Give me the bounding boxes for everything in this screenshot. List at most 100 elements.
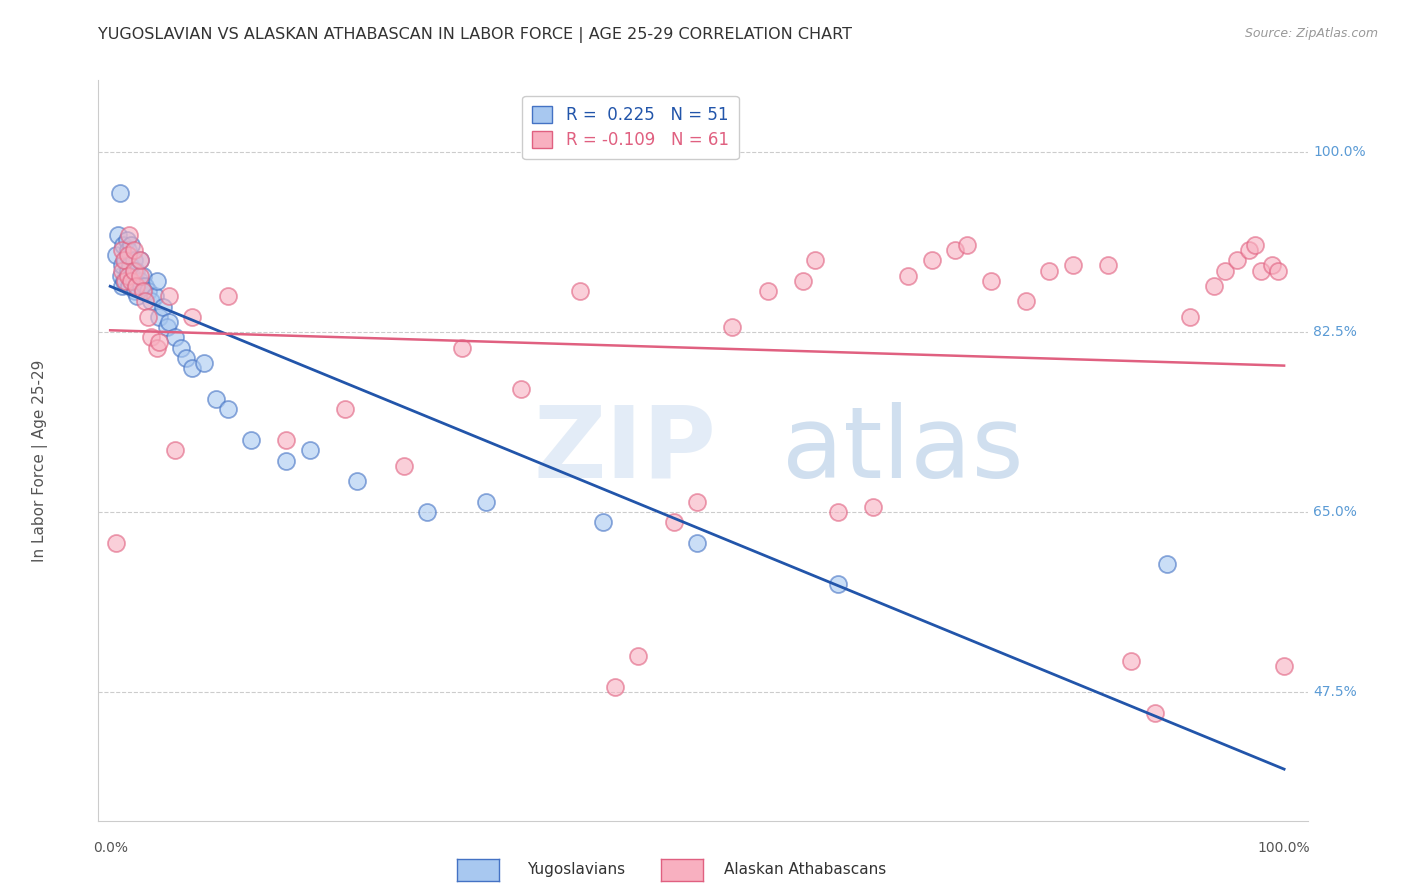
Point <box>945 243 967 257</box>
Point <box>603 680 626 694</box>
Point <box>1062 259 1084 273</box>
Point <box>114 253 136 268</box>
Point <box>204 392 226 406</box>
Point <box>117 243 139 257</box>
Point <box>110 268 132 283</box>
Point <box>1250 263 1272 277</box>
Point <box>1202 279 1225 293</box>
Point <box>157 289 180 303</box>
Text: atlas: atlas <box>782 402 1024 499</box>
Point <box>107 227 129 242</box>
Point <box>124 284 146 298</box>
Point <box>128 268 150 283</box>
Point <box>157 315 180 329</box>
Point <box>143 289 166 303</box>
Point <box>121 268 143 283</box>
Point <box>115 233 138 247</box>
Point <box>1237 243 1260 257</box>
Point <box>956 237 979 252</box>
Point <box>163 443 186 458</box>
Text: Yugoslavians: Yugoslavians <box>527 863 626 877</box>
Point <box>169 341 191 355</box>
Point <box>193 356 215 370</box>
Point <box>125 263 148 277</box>
Point <box>510 382 533 396</box>
Point <box>111 279 134 293</box>
Point <box>134 294 156 309</box>
Text: Source: ZipAtlas.com: Source: ZipAtlas.com <box>1244 27 1378 40</box>
Point <box>756 284 779 298</box>
Text: 65.0%: 65.0% <box>1313 505 1357 519</box>
Point <box>117 268 139 283</box>
Point <box>117 248 139 262</box>
Point <box>148 335 170 350</box>
Point <box>276 454 298 468</box>
Point <box>333 402 356 417</box>
Point <box>1226 253 1249 268</box>
Point <box>416 505 439 519</box>
Point <box>475 495 498 509</box>
Point <box>827 505 849 519</box>
Point <box>592 516 614 530</box>
Text: 100.0%: 100.0% <box>1258 841 1310 855</box>
Point <box>122 243 145 257</box>
Text: Alaskan Athabascans: Alaskan Athabascans <box>724 863 886 877</box>
Text: YUGOSLAVIAN VS ALASKAN ATHABASCAN IN LABOR FORCE | AGE 25-29 CORRELATION CHART: YUGOSLAVIAN VS ALASKAN ATHABASCAN IN LAB… <box>98 27 852 43</box>
Point <box>128 253 150 268</box>
Point <box>117 263 139 277</box>
Point <box>1143 706 1166 720</box>
Point <box>298 443 321 458</box>
Point <box>127 289 149 303</box>
Point <box>129 279 152 293</box>
Point <box>176 351 198 365</box>
Point <box>152 300 174 314</box>
Point <box>392 458 415 473</box>
Point <box>827 577 849 591</box>
Text: 100.0%: 100.0% <box>1313 145 1367 160</box>
Point <box>1261 259 1284 273</box>
Point <box>217 289 239 303</box>
Point <box>114 274 136 288</box>
Text: 82.5%: 82.5% <box>1313 326 1357 339</box>
Point <box>111 263 134 277</box>
Point <box>803 253 825 268</box>
Point <box>128 274 150 288</box>
Point <box>181 361 204 376</box>
Point <box>1121 654 1143 668</box>
Point <box>128 253 150 268</box>
Point <box>112 274 135 288</box>
Point <box>662 516 685 530</box>
Point <box>627 649 650 664</box>
Point <box>118 279 141 293</box>
Point <box>792 274 814 288</box>
Point <box>146 341 169 355</box>
Point <box>921 253 943 268</box>
Text: 47.5%: 47.5% <box>1313 685 1357 699</box>
Point <box>1267 263 1289 277</box>
Point <box>155 320 177 334</box>
Point <box>111 259 134 273</box>
Point <box>141 294 163 309</box>
Point <box>451 341 474 355</box>
Point <box>1243 237 1265 252</box>
Point <box>276 433 298 447</box>
Point <box>1156 557 1178 571</box>
Point <box>108 186 131 201</box>
Point <box>1015 294 1038 309</box>
Point <box>148 310 170 324</box>
Point <box>111 243 134 257</box>
Point <box>112 253 135 268</box>
Point <box>980 274 1002 288</box>
Point <box>132 268 155 283</box>
Point <box>686 536 709 550</box>
Point <box>1215 263 1237 277</box>
Point <box>132 284 155 298</box>
Point <box>1038 263 1060 277</box>
Point <box>112 237 135 252</box>
Point <box>141 330 163 344</box>
Point <box>217 402 239 417</box>
Point <box>120 274 142 288</box>
Point <box>686 495 709 509</box>
Point <box>897 268 920 283</box>
Point <box>122 253 145 268</box>
